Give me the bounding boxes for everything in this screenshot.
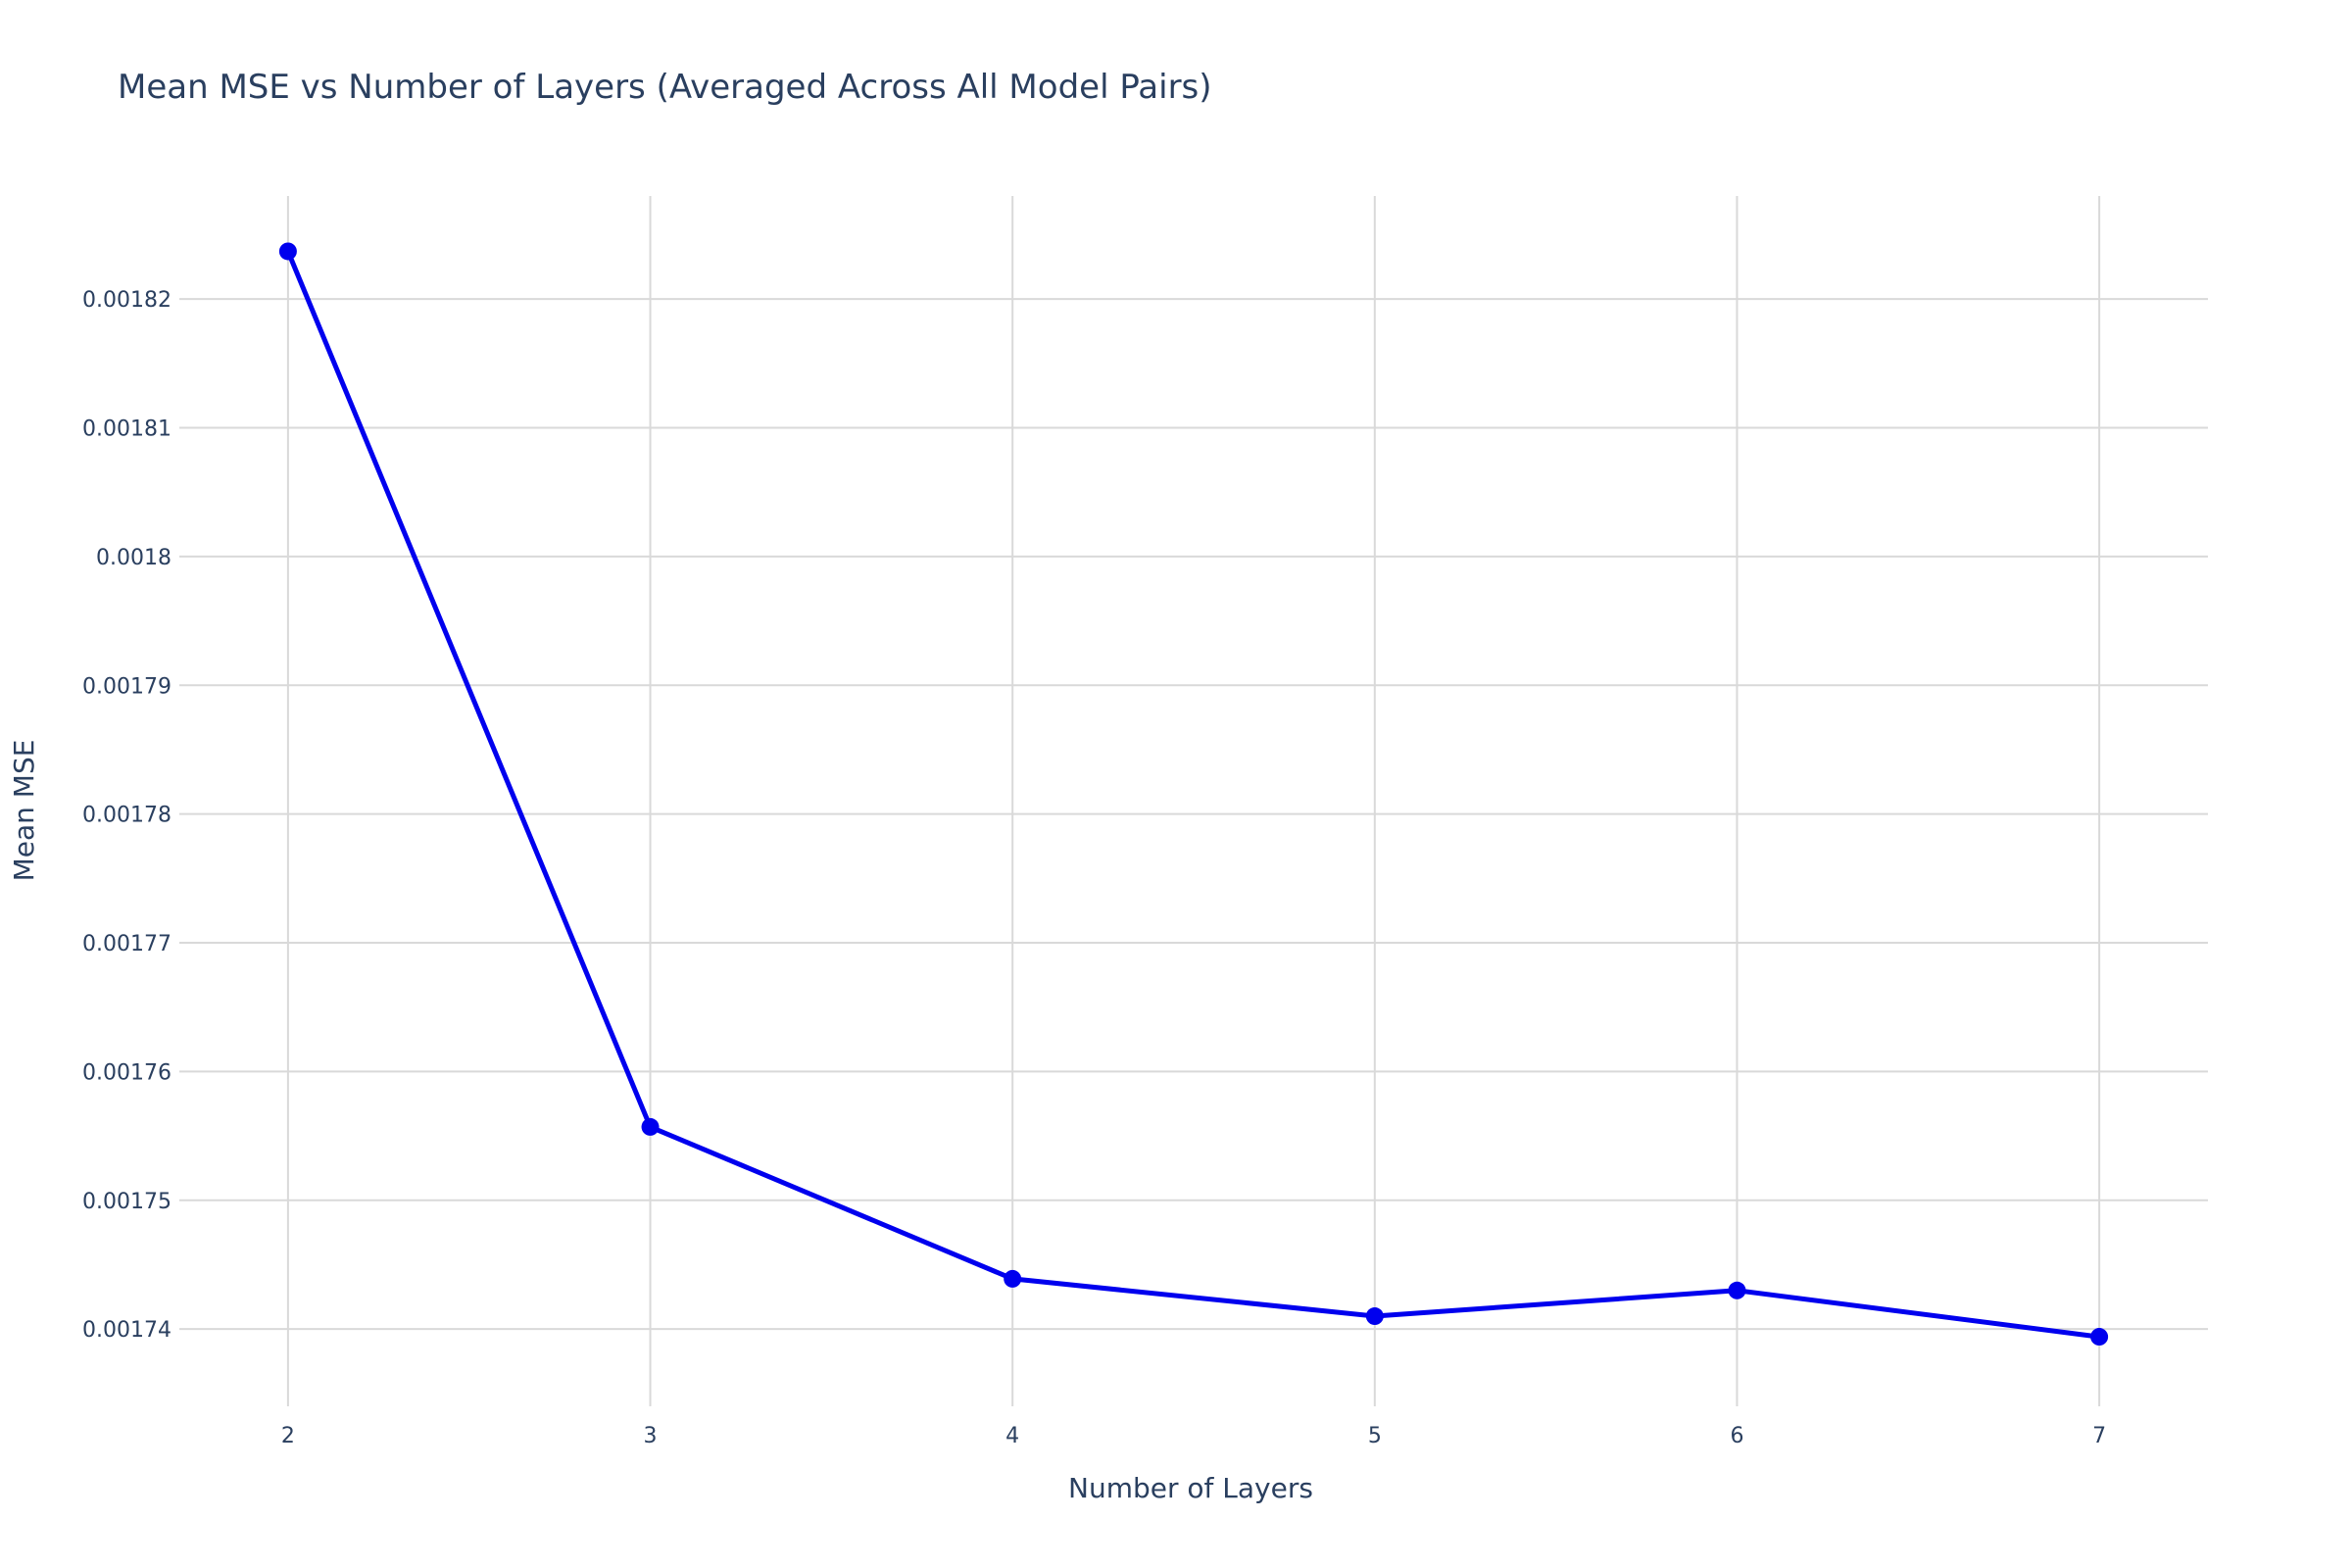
- plot-area: [278, 242, 2109, 1347]
- data-point: [278, 242, 297, 261]
- x-axis-title: Number of Layers: [1068, 1472, 1313, 1504]
- y-tick-label: 0.00181: [82, 416, 172, 441]
- x-axis-ticks: 2 3 4 5 6 7: [281, 1424, 2106, 1448]
- y-tick-label: 0.00177: [82, 932, 172, 956]
- series-line: [285, 249, 2102, 1340]
- chart-title: Mean MSE vs Number of Layers (Averaged A…: [118, 68, 1212, 107]
- x-tick-label: 4: [1005, 1424, 1019, 1448]
- data-point: [1365, 1307, 1384, 1326]
- y-axis-title: Mean MSE: [8, 740, 40, 882]
- data-point: [1004, 1269, 1022, 1288]
- x-tick-label: 6: [1730, 1424, 1743, 1448]
- y-tick-label: 0.0018: [96, 546, 172, 570]
- x-tick-label: 3: [644, 1424, 658, 1448]
- x-tick-label: 2: [281, 1424, 295, 1448]
- x-tick-label: 7: [2092, 1424, 2106, 1448]
- y-tick-label: 0.00179: [82, 674, 172, 699]
- y-axis-ticks: 0.00174 0.00175 0.00176 0.00177 0.00178 0.001…: [82, 288, 172, 1343]
- y-tick-label: 0.00182: [82, 288, 172, 313]
- y-tick-label: 0.00174: [82, 1318, 172, 1343]
- data-point: [1728, 1281, 1746, 1299]
- data-point: [2090, 1328, 2109, 1347]
- data-point: [641, 1117, 660, 1136]
- y-tick-label: 0.00176: [82, 1060, 172, 1085]
- x-tick-label: 5: [1368, 1424, 1382, 1448]
- y-tick-label: 0.00175: [82, 1190, 172, 1214]
- gridlines: [179, 196, 2208, 1406]
- y-tick-label: 0.00178: [82, 804, 172, 828]
